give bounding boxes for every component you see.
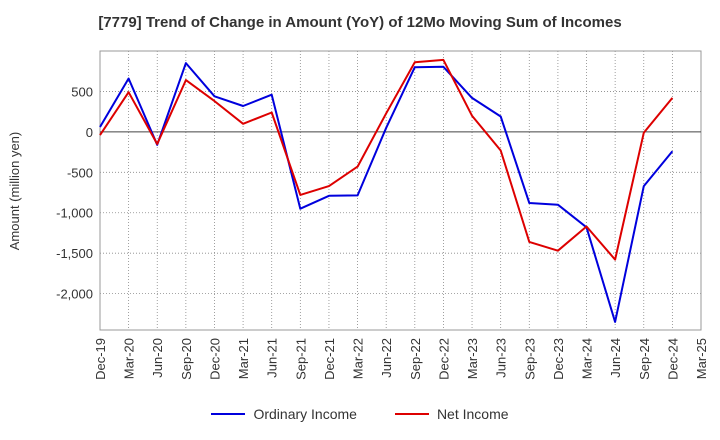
series-line-net-income (99, 58, 674, 261)
x-tick-label: Sep-21 (293, 338, 308, 380)
x-tick-label: Sep-22 (408, 338, 423, 380)
x-tick-label: Dec-24 (665, 338, 680, 380)
y-axis-label: Amount (million yen) (7, 132, 22, 251)
x-tick-label: Jun-22 (379, 338, 394, 378)
plot-frame (99, 50, 702, 331)
x-tick-label: Sep-23 (522, 338, 537, 380)
x-tick-label: Sep-24 (637, 338, 652, 380)
x-tick-label: Jun-24 (608, 338, 623, 378)
grid-lines (100, 51, 701, 330)
chart-title: [7779] Trend of Change in Amount (YoY) o… (98, 14, 622, 31)
y-tick-label: 500 (71, 84, 93, 99)
x-tick-label: Mar-22 (351, 338, 366, 379)
x-tick-label: Jun-20 (150, 338, 165, 378)
x-tick-label: Mar-24 (580, 338, 595, 379)
series-line-ordinary-income (99, 62, 674, 323)
x-tick-label: Dec-22 (436, 338, 451, 380)
y-tick-label: -1,000 (56, 206, 93, 221)
x-tick-label: Mar-20 (122, 338, 137, 379)
x-tick-label: Jun-21 (265, 338, 280, 378)
y-tick-label: 0 (86, 125, 93, 140)
legend: Ordinary Income Net Income (0, 406, 720, 422)
x-tick-label: Jun-23 (494, 338, 509, 378)
x-tick-label: Dec-21 (322, 338, 337, 380)
x-tick-label: Mar-25 (694, 338, 709, 379)
legend-label-ordinary-income: Ordinary Income (253, 406, 357, 422)
series-lines (99, 58, 674, 323)
x-tick-labels: Dec-19 Mar-20 Jun-20 Sep-20 Dec-20 Mar-21 Jun-… (93, 338, 709, 380)
legend-label-net-income: Net Income (436, 406, 509, 422)
y-tick-label: -1,500 (56, 246, 93, 261)
legend-item-ordinary-income: Ordinary Income (211, 406, 357, 422)
x-tick-label: Mar-23 (465, 338, 480, 379)
x-tick-label: Sep-20 (179, 338, 194, 380)
legend-swatch-ordinary-income (211, 413, 246, 415)
y-tick-label: -500 (67, 165, 93, 180)
legend-swatch-net-income (394, 413, 429, 415)
x-tick-label: Dec-20 (207, 338, 222, 380)
x-tick-label: Dec-23 (551, 338, 566, 380)
x-tick-label: Mar-21 (236, 338, 251, 379)
y-tick-labels: 500 0 -500 -1,000 -1,500 -2,000 (56, 84, 93, 301)
legend-item-net-income: Net Income (394, 406, 509, 422)
x-tick-label: Dec-19 (93, 338, 108, 380)
y-tick-label: -2,000 (56, 287, 93, 302)
